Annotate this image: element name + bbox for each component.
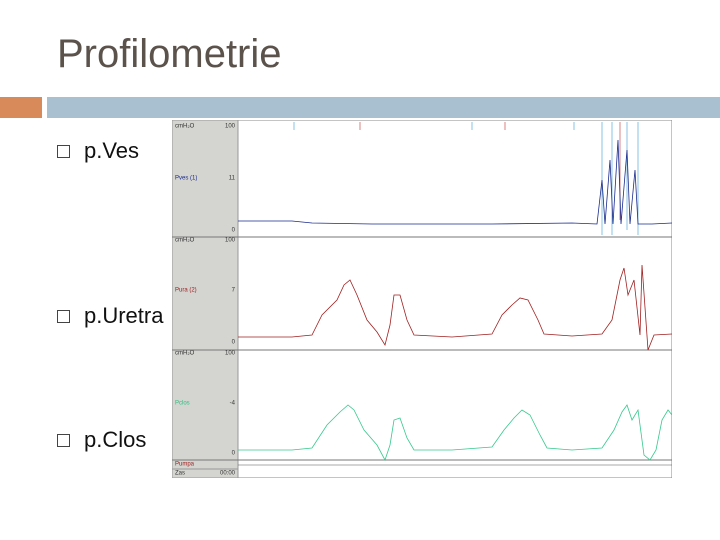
unit-label: cmH₂O: [175, 351, 195, 357]
max-label: 100: [225, 124, 236, 130]
event-markers: [293, 122, 639, 235]
unit-label: cmH₂O: [175, 124, 195, 130]
channel-name: Pura (2): [175, 288, 197, 294]
time-label: 00:00: [220, 471, 236, 477]
slide-title: Profilometrie: [57, 32, 282, 76]
bullet-text: p.Ves: [84, 138, 140, 163]
pura-trace: [238, 264, 672, 351]
bullet-item: p.Ves: [57, 138, 139, 164]
current-value: -4: [230, 401, 236, 407]
side-panel: [172, 120, 239, 478]
max-label: 100: [225, 238, 236, 244]
footer-label: Pumpa: [175, 462, 195, 468]
unit-label: cmH₂O: [175, 238, 195, 244]
current-value: 11: [229, 176, 236, 182]
frame: [172, 120, 672, 478]
urodynamic-screenshot: cmH₂O 100 Pves (1) 11 0 cmH₂O 100 Pura (…: [172, 120, 672, 478]
min-label: 0: [232, 451, 236, 457]
min-label: 0: [232, 340, 236, 346]
bullet-item: p.Clos: [57, 427, 146, 453]
channel-name: Pclos: [175, 401, 190, 407]
bullet-text: p.Clos: [84, 427, 147, 452]
pclos-trace: [238, 404, 672, 462]
accent-bar: [0, 97, 42, 118]
current-value: 7: [232, 288, 236, 294]
footer-label: Zas: [175, 471, 185, 477]
pves-trace: [238, 139, 672, 225]
bullet-text: p.Uretra: [84, 303, 164, 328]
header-bar: [47, 97, 720, 118]
min-label: 0: [232, 228, 236, 234]
channel-name: Pves (1): [175, 176, 197, 182]
bullet-item: p.Uretra: [57, 303, 163, 329]
max-label: 100: [225, 351, 236, 357]
